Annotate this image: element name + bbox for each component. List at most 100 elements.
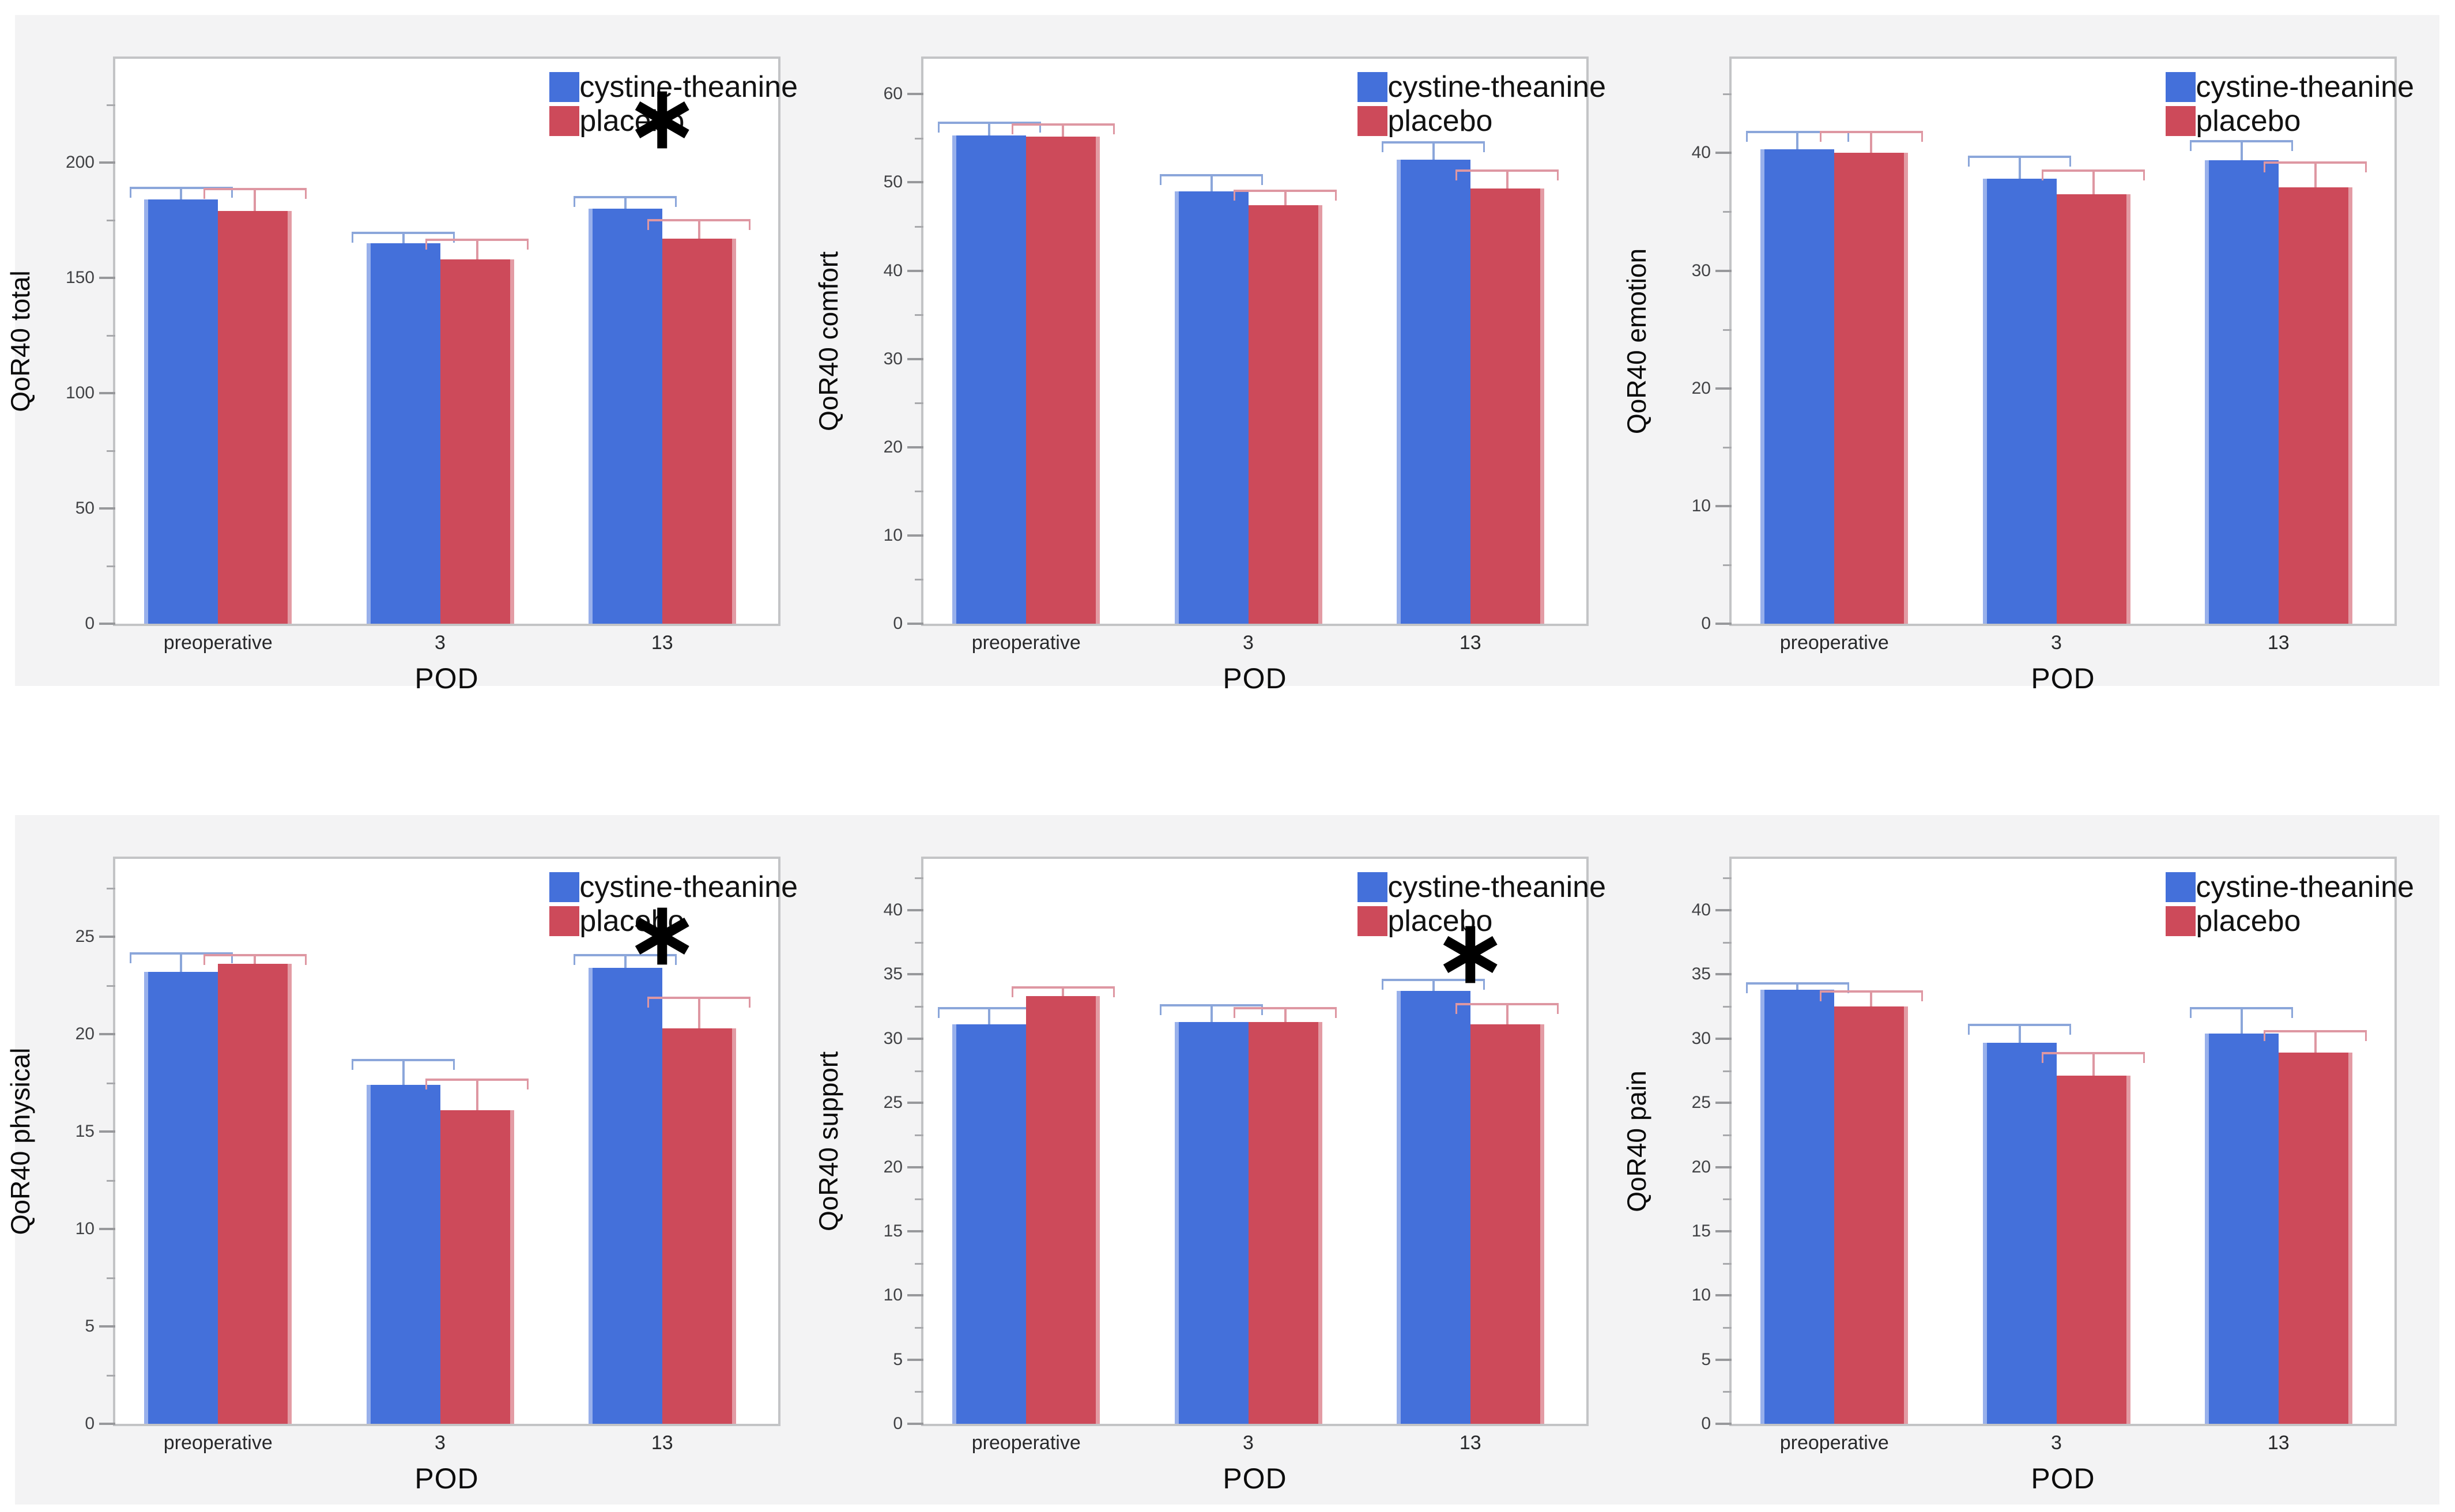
error-bar-stem — [476, 241, 478, 259]
legend-swatch-icon — [2166, 906, 2196, 936]
x-category-label: 3 — [1243, 1432, 1254, 1454]
bar-cystine-theanine-preoperative — [1760, 149, 1835, 624]
x-category-label: preoperative — [1779, 632, 1889, 654]
y-tick-minor — [915, 1262, 923, 1265]
error-bar-cap-end — [2069, 157, 2072, 167]
error-bar-stem — [1796, 133, 1799, 150]
chart-qor40-comfort: QoR40 comfort 0 10 20 30 40 50 60 preoperative 3 1… — [813, 15, 1631, 695]
error-bar-cap — [2190, 1006, 2294, 1009]
legend-item-placebo: placebo — [549, 904, 798, 938]
y-tick-minor — [1723, 1198, 1732, 1201]
legend-item-placebo: placebo — [549, 105, 798, 137]
error-bar-cap-end — [1483, 981, 1485, 990]
legend-item-placebo: placebo — [1357, 105, 1606, 137]
y-tick-label: 10 — [1691, 496, 1711, 515]
error-bar-cap-end — [675, 956, 677, 965]
error-bar-cap-end — [647, 999, 650, 1008]
error-bar-cap-end — [2190, 142, 2192, 151]
error-bar-stem — [697, 221, 700, 239]
y-tick-major — [1715, 387, 1732, 390]
y-tick-label: 30 — [883, 349, 903, 368]
error-bar-cap — [937, 122, 1041, 125]
error-bar-cap-end — [1745, 985, 1748, 994]
legend: cystine-theanine placebo — [549, 872, 798, 939]
error-bar-cap — [203, 188, 307, 190]
x-category-label: 13 — [651, 1432, 673, 1454]
error-bar-cap-end — [304, 190, 307, 199]
y-tick-label: 10 — [883, 525, 903, 545]
y-tick-minor — [107, 887, 115, 889]
bar-cystine-theanine-3 — [1982, 1042, 2057, 1424]
y-tick-minor — [915, 225, 923, 228]
error-bar-cap-end — [2041, 172, 2043, 180]
y-tick-label: 20 — [883, 437, 903, 457]
error-bar-stem — [2092, 1054, 2095, 1076]
y-tick-major — [907, 534, 923, 537]
error-bar-cap-end — [129, 189, 131, 198]
y-tick-minor — [915, 137, 923, 139]
error-bar-cap-end — [1745, 133, 1748, 142]
error-bar-stem — [2314, 1032, 2317, 1053]
legend-label: placebo — [1387, 104, 1493, 138]
y-tick-major — [907, 623, 923, 625]
legend-swatch-icon — [549, 906, 580, 936]
x-category-label: 3 — [2051, 1432, 2062, 1454]
y-tick-minor — [1723, 564, 1732, 566]
x-axis-title: POD — [2031, 1462, 2095, 1495]
error-bar-stem — [988, 124, 991, 136]
y-tick-minor — [107, 1277, 115, 1279]
error-bar-cap-end — [1847, 133, 1849, 142]
bar-cystine-theanine-preoperative — [1760, 990, 1835, 1424]
bar-cystine-theanine-3 — [366, 1085, 440, 1424]
legend-label: placebo — [2196, 104, 2301, 138]
bar-placebo-preoperative — [1834, 1006, 1909, 1424]
significance-asterisk: ∗ — [1434, 903, 1507, 1000]
error-bar-cap-end — [1159, 1006, 1161, 1016]
y-tick-label: 50 — [75, 499, 95, 518]
y-axis-title: QoR40 pain — [1621, 1070, 1651, 1212]
y-tick-major — [907, 446, 923, 448]
y-tick-minor — [1723, 1134, 1732, 1136]
legend-swatch-icon — [2166, 872, 2196, 903]
legend: cystine-theanine placebo — [2166, 71, 2414, 139]
y-tick-minor — [915, 1198, 923, 1201]
y-tick-minor — [915, 1326, 923, 1329]
y-tick-label: 25 — [1691, 1093, 1711, 1113]
error-bar-cap-end — [1233, 1009, 1235, 1018]
legend-item-placebo: placebo — [2166, 105, 2414, 137]
y-tick-label: 20 — [1691, 1157, 1711, 1177]
x-axis-title: POD — [1223, 1462, 1287, 1495]
bar-placebo-preoperative — [1026, 136, 1100, 624]
error-bar-stem — [2240, 1009, 2243, 1034]
x-category-label: 3 — [1243, 632, 1254, 654]
bar-cystine-theanine-3 — [1174, 1021, 1249, 1424]
legend-item-cystine-theanine: cystine-theanine — [2166, 872, 2414, 903]
legend-swatch-icon — [549, 105, 580, 136]
error-bar-cap-end — [453, 1061, 455, 1070]
y-tick-major — [1715, 1102, 1732, 1104]
error-bar-stem — [254, 190, 257, 211]
y-tick-major — [907, 1294, 923, 1297]
error-bar-stem — [402, 234, 405, 243]
bar-cystine-theanine-13 — [1396, 991, 1470, 1424]
error-bar-stem — [476, 1081, 478, 1110]
error-bar-cap — [574, 953, 677, 956]
significance-asterisk: ∗ — [625, 69, 699, 165]
x-category-label: 3 — [435, 1432, 446, 1454]
legend-label: placebo — [2196, 904, 2301, 938]
y-tick-major — [907, 1358, 923, 1361]
y-tick-label: 150 — [65, 268, 95, 287]
legend-label: placebo — [579, 904, 685, 938]
legend-swatch-icon — [1357, 906, 1388, 936]
y-tick-minor — [915, 314, 923, 316]
error-bar-cap-end — [1113, 126, 1115, 135]
y-tick-major — [1715, 152, 1732, 154]
y-tick-minor — [107, 335, 115, 337]
error-bar-cap — [574, 196, 677, 198]
error-bar-cap — [2264, 161, 2367, 164]
y-tick-minor — [107, 1082, 115, 1084]
y-tick-major — [907, 181, 923, 184]
error-bar-cap-end — [647, 221, 650, 230]
legend-swatch-icon — [549, 872, 580, 903]
error-bar-cap-end — [425, 241, 427, 250]
